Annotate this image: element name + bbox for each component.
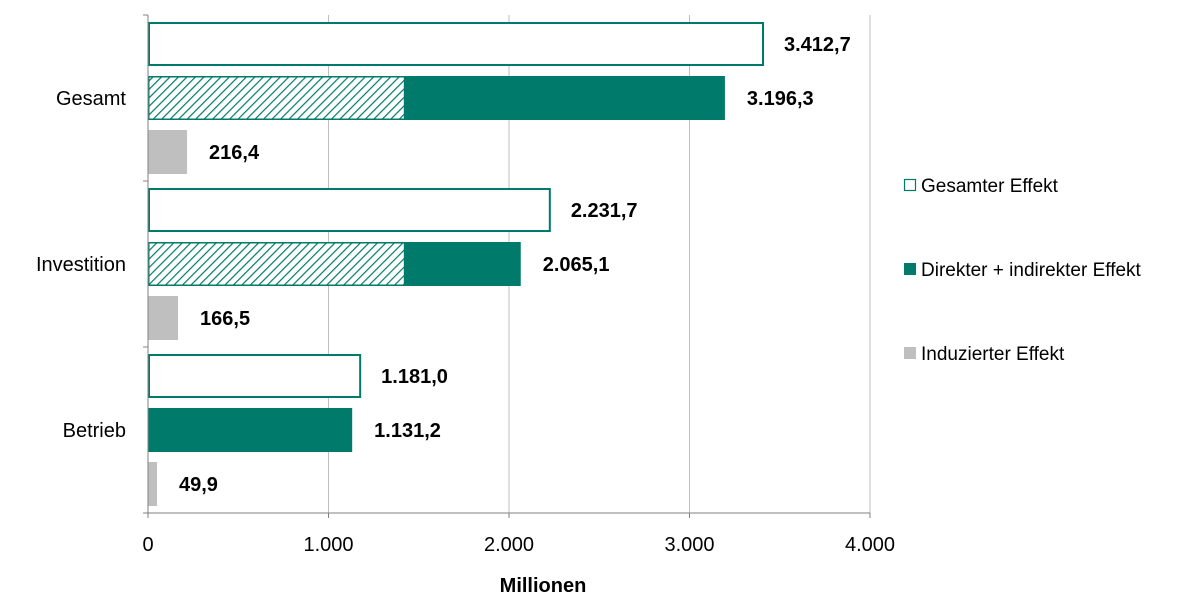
- bar: [148, 296, 179, 340]
- bar: [148, 408, 353, 452]
- axes: 0 1.000 2.000 3.000 4.000 Gesamt Investition Be…: [36, 14, 895, 556]
- legend-swatch: [903, 178, 917, 192]
- bar-hatched-segment: [148, 76, 405, 120]
- data-label: 3.412,7: [784, 34, 851, 56]
- data-labels: 3.412,7 3.196,3 216,4 2.231,7 2.065,1 166,5 1.…: [179, 34, 851, 496]
- category-label: Investition: [36, 254, 126, 276]
- data-label: 3.196,3: [747, 88, 814, 110]
- legend-swatch: [904, 347, 916, 359]
- data-label: 2.231,7: [571, 200, 638, 222]
- legend-label: Direkter + indirekter Effekt: [921, 260, 1142, 281]
- x-tick-label: 1.000: [303, 534, 353, 556]
- data-label: 1.181,0: [381, 366, 448, 388]
- data-label: 1.131,2: [374, 420, 441, 442]
- legend-label: Gesamter Effekt: [921, 176, 1059, 197]
- legend-label: Induzierter Effekt: [921, 344, 1065, 365]
- category-label: Gesamt: [56, 88, 126, 110]
- data-label: 49,9: [179, 474, 218, 496]
- legend-swatch: [904, 263, 916, 275]
- x-tick-label: 2.000: [484, 534, 534, 556]
- x-tick-label: 0: [142, 534, 153, 556]
- legend-item: Gesamter Effekt: [903, 176, 1059, 197]
- data-label: 166,5: [200, 308, 250, 330]
- data-label: 2.065,1: [543, 254, 610, 276]
- bar: [148, 188, 551, 232]
- bar: [148, 462, 158, 506]
- legend-item: Induzierter Effekt: [904, 344, 1065, 365]
- bars: [148, 22, 764, 506]
- bar: [148, 130, 188, 174]
- data-label: 216,4: [209, 142, 260, 164]
- category-label: Betrieb: [63, 420, 126, 442]
- x-tick-label: 4.000: [845, 534, 895, 556]
- x-axis-title: Millionen: [500, 575, 587, 597]
- legend: Gesamter Effekt Direkter + indirekter Eff…: [903, 176, 1142, 365]
- bar: [148, 22, 764, 66]
- bar-hatched-segment: [148, 242, 405, 286]
- bar: [148, 354, 362, 398]
- legend-item: Direkter + indirekter Effekt: [904, 260, 1142, 281]
- x-tick-label: 3.000: [664, 534, 714, 556]
